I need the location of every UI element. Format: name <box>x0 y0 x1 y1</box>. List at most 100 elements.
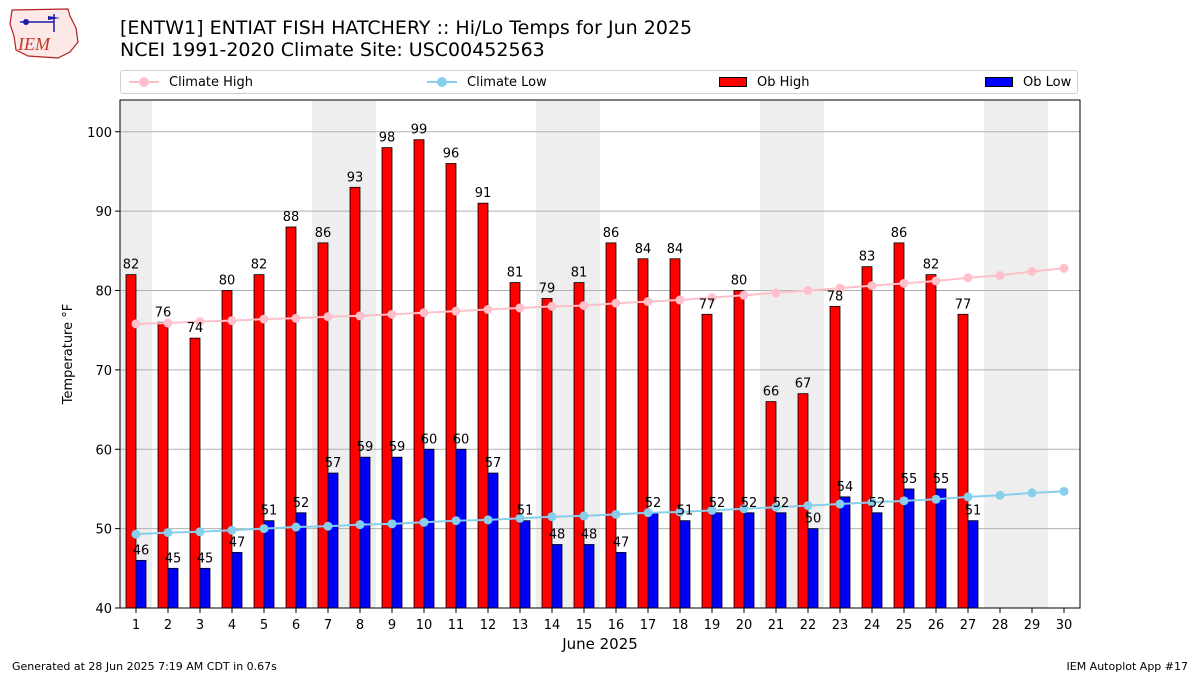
ob-high-swatch <box>719 77 747 87</box>
weekend-band <box>1016 100 1048 608</box>
climate-low-point <box>579 511 589 521</box>
ob-low-label: 55 <box>933 472 950 487</box>
climate-high-point <box>131 319 141 329</box>
climate-high-point <box>707 293 717 303</box>
x-tick-label: 26 <box>928 618 945 633</box>
climate-low-point <box>291 522 301 532</box>
ob-high-bar <box>285 226 297 609</box>
ob-high-label: 76 <box>155 305 172 320</box>
climate-low-point <box>995 490 1005 500</box>
ob-high-bar <box>445 163 457 609</box>
x-tick-label: 30 <box>1056 618 1073 633</box>
ob-low-label: 54 <box>837 480 854 495</box>
ob-low-label: 55 <box>901 472 918 487</box>
ob-high-bar <box>317 242 329 609</box>
x-tick-label: 14 <box>544 618 561 633</box>
ob-high-label: 77 <box>955 297 972 312</box>
y-tick-label: 70 <box>95 364 112 379</box>
ob-high-label: 83 <box>859 250 876 265</box>
ob-low-bar <box>327 472 339 609</box>
ob-low-label: 50 <box>805 512 822 527</box>
climate-high-point <box>547 301 557 311</box>
ob-high-label: 82 <box>123 258 140 273</box>
climate-low-point <box>931 494 941 504</box>
climate-low-point <box>611 509 621 519</box>
climate-low-point <box>547 512 557 522</box>
ob-low-label: 51 <box>677 504 694 519</box>
climate-low-point <box>707 505 717 515</box>
x-tick-label: 3 <box>196 618 204 633</box>
ob-high-bar <box>829 305 841 609</box>
x-tick-label: 5 <box>260 618 268 633</box>
x-tick-label: 1 <box>132 618 140 633</box>
ob-low-label: 51 <box>965 504 982 519</box>
ob-high-label: 77 <box>699 297 716 312</box>
ob-high-bar <box>413 139 425 609</box>
ob-high-bar <box>957 313 969 609</box>
climate-low-point <box>675 507 685 517</box>
title-line-1: [ENTW1] ENTIAT FISH HATCHERY :: Hi/Lo Te… <box>120 17 693 39</box>
ob-high-label: 86 <box>603 226 620 241</box>
climate-low-point <box>515 513 525 523</box>
ob-low-label: 47 <box>229 535 246 550</box>
ob-low-bar <box>359 456 371 609</box>
ob-high-label: 81 <box>571 266 588 281</box>
climate-low-point <box>483 515 493 525</box>
x-tick-label: 21 <box>768 618 785 633</box>
ob-high-label: 66 <box>763 385 780 400</box>
climate-low-point <box>643 508 653 518</box>
ob-low-label: 52 <box>773 496 790 511</box>
x-axis-label: June 2025 <box>561 635 638 653</box>
x-tick-label: 29 <box>1024 618 1041 633</box>
ob-high-bar <box>477 202 489 609</box>
ob-high-bar <box>573 282 585 609</box>
climate-high-point <box>195 316 205 326</box>
footer-app: IEM Autoplot App #17 <box>1066 660 1189 673</box>
x-tick-label: 20 <box>736 618 753 633</box>
x-tick-label: 10 <box>416 618 433 633</box>
climate-low-line <box>135 490 1065 536</box>
ob-high-label: 74 <box>187 321 204 336</box>
climate-high-point <box>419 308 429 318</box>
ob-low-label: 57 <box>485 456 502 471</box>
climate-high-point <box>1027 266 1037 276</box>
climate-low-point <box>1059 486 1069 496</box>
ob-high-label: 91 <box>475 186 492 201</box>
ob-high-label: 84 <box>667 242 684 257</box>
ob-high-label: 82 <box>923 258 940 273</box>
ob-high-label: 81 <box>507 266 524 281</box>
ob-high-label: 80 <box>731 274 748 289</box>
ob-low-bar <box>743 512 755 609</box>
climate-low-point <box>259 524 269 534</box>
x-tick-label: 8 <box>356 618 364 633</box>
ob-high-label: 67 <box>795 377 812 392</box>
ob-high-label: 98 <box>379 131 396 146</box>
ob-low-bar <box>199 567 211 609</box>
ob-low-label: 52 <box>645 496 662 511</box>
ob-high-label: 96 <box>443 147 460 162</box>
ob-high-bar <box>861 266 873 609</box>
legend: Climate High Climate Low Ob High Ob Low <box>120 70 1078 94</box>
climate-low-point <box>387 519 397 529</box>
ob-high-bar <box>701 313 713 609</box>
climate-high-point <box>1059 263 1069 273</box>
climate-low-point <box>419 517 429 527</box>
x-tick-label: 7 <box>324 618 332 633</box>
footer-generated: Generated at 28 Jun 2025 7:19 AM CDT in … <box>12 660 277 673</box>
climate-high-point <box>227 316 237 326</box>
ob-high-bar <box>893 242 905 609</box>
ob-low-bar <box>679 520 691 609</box>
ob-high-label: 99 <box>411 123 428 138</box>
legend-climate-high: Climate High <box>129 74 253 90</box>
x-tick-label: 2 <box>164 618 172 633</box>
climate-high-point <box>931 276 941 286</box>
ob-low-label: 59 <box>357 440 374 455</box>
climate-low-point <box>323 521 333 531</box>
x-tick-label: 25 <box>896 618 913 633</box>
chart-title: [ENTW1] ENTIAT FISH HATCHERY :: Hi/Lo Te… <box>120 17 692 61</box>
x-tick-label: 22 <box>800 618 817 633</box>
ob-high-bar <box>605 242 617 609</box>
ob-low-label: 51 <box>517 504 534 519</box>
legend-ob-low: Ob Low <box>985 74 1071 90</box>
ob-low-label: 52 <box>741 496 758 511</box>
